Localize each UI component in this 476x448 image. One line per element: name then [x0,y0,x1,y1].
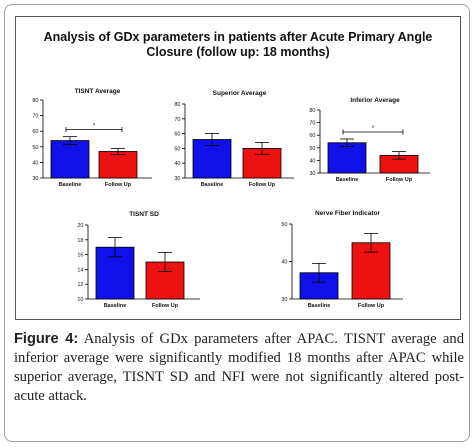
y-tick-label: 30 [281,297,287,303]
y-tick-label: 14 [77,267,83,273]
x-tick-label: Follow Up [386,177,413,183]
y-tick-label: 20 [77,223,83,229]
y-tick-label: 50 [309,146,315,152]
figure-caption: Figure 4: Analysis of GDx parameters aft… [14,330,464,406]
x-tick-label: Baseline [308,303,331,309]
bar-baseline [192,139,232,179]
x-tick-label: Follow Up [249,182,276,188]
y-tick-label: 40 [281,260,287,266]
x-tick-label: Follow Up [152,303,179,309]
chart-title: Nerve Fiber Indicator [315,210,380,217]
x-tick-label: Baseline [201,182,224,188]
chart-2: Inferior Average 30 40 50 60 70 80 Baseline Foll… [309,97,430,183]
caption-text: Analysis of GDx parameters after APAC. T… [14,331,464,404]
chart-title: TISNT Average [75,88,121,95]
figure-title-line-2: Closure (follow up: 18 months) [146,45,330,59]
y-tick-label: 80 [174,102,180,108]
y-tick-label: 60 [309,133,315,139]
chart-title: Superior Average [213,90,267,97]
y-tick-label: 70 [309,121,315,127]
figure-title: Analysis of GDx parameters in patients a… [15,30,461,60]
y-tick-label: 18 [77,238,83,244]
chart-title: Inferior Average [350,97,400,104]
y-tick-label: 50 [32,145,38,151]
y-tick-label: 50 [281,222,287,228]
y-tick-label: 30 [32,176,38,182]
y-tick-label: 70 [32,114,38,120]
chart-0: TISNT Average 30 40 50 60 70 80 Baseline Follow … [32,88,152,188]
bar-follow-up [98,151,138,179]
caption-label: Figure 4: [14,331,79,347]
y-tick-label: 70 [174,117,180,123]
y-tick-label: 60 [32,129,38,135]
significance-marker: * [93,124,96,130]
y-tick-label: 60 [174,132,180,138]
y-tick-label: 30 [174,176,180,182]
y-tick-label: 16 [77,253,83,259]
y-tick-label: 12 [77,282,83,288]
chart-1: Superior Average 30 40 50 60 70 80 Baseline Foll… [174,90,294,188]
y-tick-label: 50 [174,146,180,152]
bar-baseline [50,140,90,179]
chart-4: Nerve Fiber Indicator 30 40 50 Baseline Follo… [281,210,403,309]
y-tick-label: 10 [77,297,83,303]
x-tick-label: Baseline [336,177,359,183]
figure-title-line-1: Analysis of GDx parameters in patients a… [43,30,433,44]
x-tick-label: Baseline [59,182,82,188]
x-tick-label: Follow Up [105,182,132,188]
y-tick-label: 40 [174,161,180,167]
significance-marker: * [372,126,375,132]
y-tick-label: 40 [32,160,38,166]
bar-baseline [327,142,367,174]
y-tick-label: 40 [309,158,315,164]
chart-3: TISNT SD 10 12 14 16 18 20 Baseline Follow Up [77,211,200,309]
chart-title: TISNT SD [129,211,159,218]
y-tick-label: 80 [309,108,315,114]
y-tick-label: 30 [309,171,315,177]
x-tick-label: Baseline [104,303,127,309]
x-tick-label: Follow Up [358,303,385,309]
y-tick-label: 80 [32,98,38,104]
